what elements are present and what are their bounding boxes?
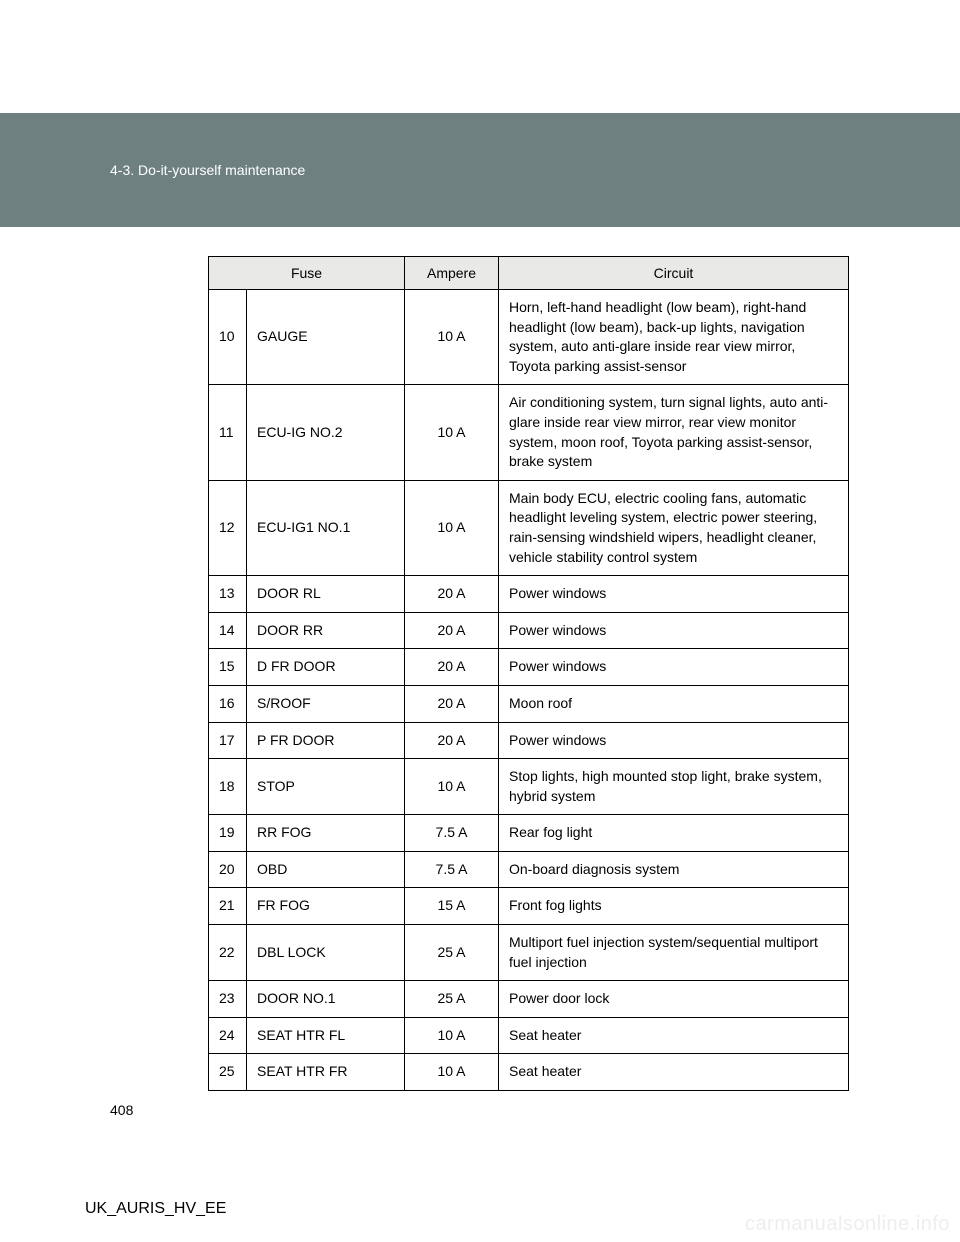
table-row: 13DOOR RL20 APower windows [209, 576, 849, 613]
cell-num: 11 [209, 385, 247, 480]
cell-circuit: Power door lock [499, 981, 849, 1018]
col-header-ampere: Ampere [405, 257, 499, 290]
cell-fuse: GAUGE [247, 290, 405, 385]
cell-num: 17 [209, 722, 247, 759]
cell-fuse: STOP [247, 759, 405, 815]
table-row: 12ECU-IG1 NO.110 AMain body ECU, electri… [209, 480, 849, 575]
cell-fuse: SEAT HTR FR [247, 1054, 405, 1091]
cell-ampere: 20 A [405, 685, 499, 722]
header-band: 4-3. Do-it-yourself maintenance [0, 113, 960, 227]
fuse-table: Fuse Ampere Circuit 10GAUGE10 AHorn, lef… [208, 256, 849, 1091]
cell-circuit: Horn, left-hand headlight (low beam), ri… [499, 290, 849, 385]
cell-ampere: 7.5 A [405, 815, 499, 852]
cell-num: 16 [209, 685, 247, 722]
cell-ampere: 10 A [405, 290, 499, 385]
table-row: 21FR FOG15 AFront fog lights [209, 888, 849, 925]
cell-fuse: D FR DOOR [247, 649, 405, 686]
table-row: 11ECU-IG NO.210 AAir conditioning system… [209, 385, 849, 480]
cell-num: 24 [209, 1017, 247, 1054]
table-header-row: Fuse Ampere Circuit [209, 257, 849, 290]
table-row: 24SEAT HTR FL10 ASeat heater [209, 1017, 849, 1054]
table-row: 22DBL LOCK25 AMultiport fuel injection s… [209, 925, 849, 981]
cell-circuit: Main body ECU, electric cooling fans, au… [499, 480, 849, 575]
cell-fuse: FR FOG [247, 888, 405, 925]
cell-num: 19 [209, 815, 247, 852]
fuse-table-wrap: Fuse Ampere Circuit 10GAUGE10 AHorn, lef… [208, 256, 848, 1091]
cell-fuse: ECU-IG1 NO.1 [247, 480, 405, 575]
cell-num: 25 [209, 1054, 247, 1091]
table-row: 16S/ROOF20 AMoon roof [209, 685, 849, 722]
cell-fuse: DOOR RL [247, 576, 405, 613]
table-row: 10GAUGE10 AHorn, left-hand headlight (lo… [209, 290, 849, 385]
cell-circuit: Power windows [499, 612, 849, 649]
table-row: 14DOOR RR20 APower windows [209, 612, 849, 649]
cell-circuit: Multiport fuel injection system/sequenti… [499, 925, 849, 981]
table-row: 23DOOR NO.125 APower door lock [209, 981, 849, 1018]
cell-num: 22 [209, 925, 247, 981]
cell-ampere: 20 A [405, 576, 499, 613]
cell-ampere: 20 A [405, 612, 499, 649]
cell-circuit: Power windows [499, 576, 849, 613]
cell-fuse: S/ROOF [247, 685, 405, 722]
cell-ampere: 10 A [405, 759, 499, 815]
cell-ampere: 25 A [405, 981, 499, 1018]
cell-num: 10 [209, 290, 247, 385]
section-label: 4-3. Do-it-yourself maintenance [110, 162, 305, 178]
cell-fuse: P FR DOOR [247, 722, 405, 759]
cell-fuse: SEAT HTR FL [247, 1017, 405, 1054]
cell-circuit: Power windows [499, 722, 849, 759]
cell-circuit: Seat heater [499, 1054, 849, 1091]
cell-fuse: DOOR NO.1 [247, 981, 405, 1018]
cell-ampere: 20 A [405, 649, 499, 686]
cell-fuse: DOOR RR [247, 612, 405, 649]
cell-circuit: Front fog lights [499, 888, 849, 925]
cell-num: 13 [209, 576, 247, 613]
cell-ampere: 10 A [405, 385, 499, 480]
document-id: UK_AURIS_HV_EE [85, 1200, 226, 1218]
table-row: 20OBD7.5 AOn-board diagnosis system [209, 851, 849, 888]
cell-ampere: 20 A [405, 722, 499, 759]
cell-ampere: 7.5 A [405, 851, 499, 888]
watermark: carmanualsonline.info [745, 1213, 950, 1236]
cell-ampere: 15 A [405, 888, 499, 925]
cell-fuse: DBL LOCK [247, 925, 405, 981]
cell-circuit: Seat heater [499, 1017, 849, 1054]
cell-ampere: 10 A [405, 1054, 499, 1091]
cell-num: 23 [209, 981, 247, 1018]
table-row: 15D FR DOOR20 APower windows [209, 649, 849, 686]
page-number: 408 [110, 1102, 133, 1118]
table-row: 25SEAT HTR FR10 ASeat heater [209, 1054, 849, 1091]
cell-ampere: 10 A [405, 1017, 499, 1054]
col-header-circuit: Circuit [499, 257, 849, 290]
cell-num: 12 [209, 480, 247, 575]
cell-num: 14 [209, 612, 247, 649]
table-row: 17P FR DOOR20 APower windows [209, 722, 849, 759]
cell-ampere: 10 A [405, 480, 499, 575]
cell-num: 21 [209, 888, 247, 925]
cell-fuse: OBD [247, 851, 405, 888]
cell-circuit: Rear fog light [499, 815, 849, 852]
table-row: 18STOP10 AStop lights, high mounted stop… [209, 759, 849, 815]
cell-circuit: Stop lights, high mounted stop light, br… [499, 759, 849, 815]
cell-fuse: RR FOG [247, 815, 405, 852]
col-header-fuse: Fuse [209, 257, 405, 290]
cell-circuit: Power windows [499, 649, 849, 686]
cell-num: 15 [209, 649, 247, 686]
cell-circuit: Air conditioning system, turn signal lig… [499, 385, 849, 480]
cell-circuit: Moon roof [499, 685, 849, 722]
cell-circuit: On-board diagnosis system [499, 851, 849, 888]
cell-fuse: ECU-IG NO.2 [247, 385, 405, 480]
cell-num: 20 [209, 851, 247, 888]
table-row: 19RR FOG7.5 ARear fog light [209, 815, 849, 852]
cell-ampere: 25 A [405, 925, 499, 981]
cell-num: 18 [209, 759, 247, 815]
